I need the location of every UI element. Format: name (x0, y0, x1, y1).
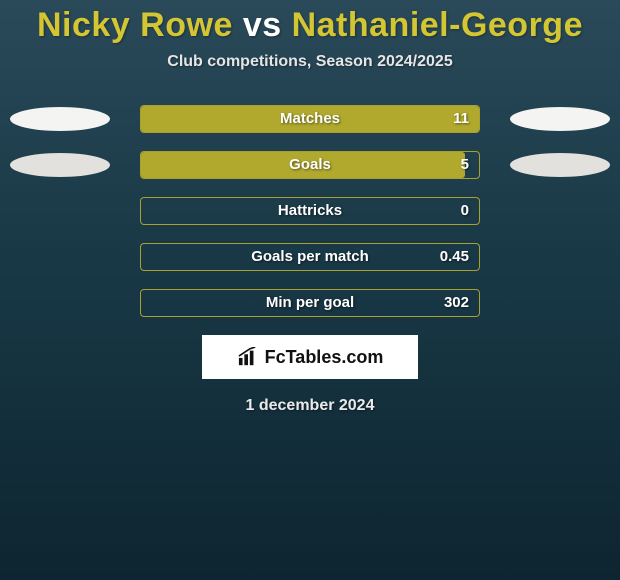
stat-label: Min per goal (266, 294, 354, 311)
stat-row: Goals 5 (0, 151, 620, 179)
stat-value: 0.45 (440, 248, 469, 265)
stat-label: Goals (289, 156, 331, 173)
player1-ellipse (10, 153, 110, 177)
stat-value: 5 (461, 156, 469, 173)
content-wrap: Nicky Rowe vs Nathaniel-George Club comp… (0, 0, 620, 580)
stat-row: Goals per match 0.45 (0, 243, 620, 271)
stat-value: 11 (453, 110, 469, 127)
stat-bar-track: Matches 11 (140, 105, 480, 133)
page-title: Nicky Rowe vs Nathaniel-George (0, 6, 620, 45)
stat-row: Min per goal 302 (0, 289, 620, 317)
stat-value: 0 (461, 202, 469, 219)
player1-ellipse (10, 107, 110, 131)
stat-value: 302 (444, 294, 469, 311)
stat-label: Hattricks (278, 202, 342, 219)
date-label: 1 december 2024 (0, 397, 620, 415)
brand-box[interactable]: FcTables.com (202, 335, 418, 379)
stat-label: Goals per match (251, 248, 369, 265)
brand-text: FcTables.com (265, 347, 384, 368)
stat-label: Matches (280, 110, 340, 127)
bar-chart-icon (237, 347, 259, 367)
player2-ellipse (510, 107, 610, 131)
stat-bar-track: Goals per match 0.45 (140, 243, 480, 271)
player2-ellipse (510, 153, 610, 177)
subtitle: Club competitions, Season 2024/2025 (0, 53, 620, 71)
title-player2: Nathaniel-George (292, 6, 583, 44)
stats-rows: Matches 11 Goals 5 Hattricks 0 Goals per match… (0, 105, 620, 317)
stat-row: Hattricks 0 (0, 197, 620, 225)
stat-row: Matches 11 (0, 105, 620, 133)
stat-bar-track: Min per goal 302 (140, 289, 480, 317)
stat-bar-track: Hattricks 0 (140, 197, 480, 225)
title-vs: vs (243, 6, 282, 44)
title-player1: Nicky Rowe (37, 6, 233, 44)
stat-bar-track: Goals 5 (140, 151, 480, 179)
